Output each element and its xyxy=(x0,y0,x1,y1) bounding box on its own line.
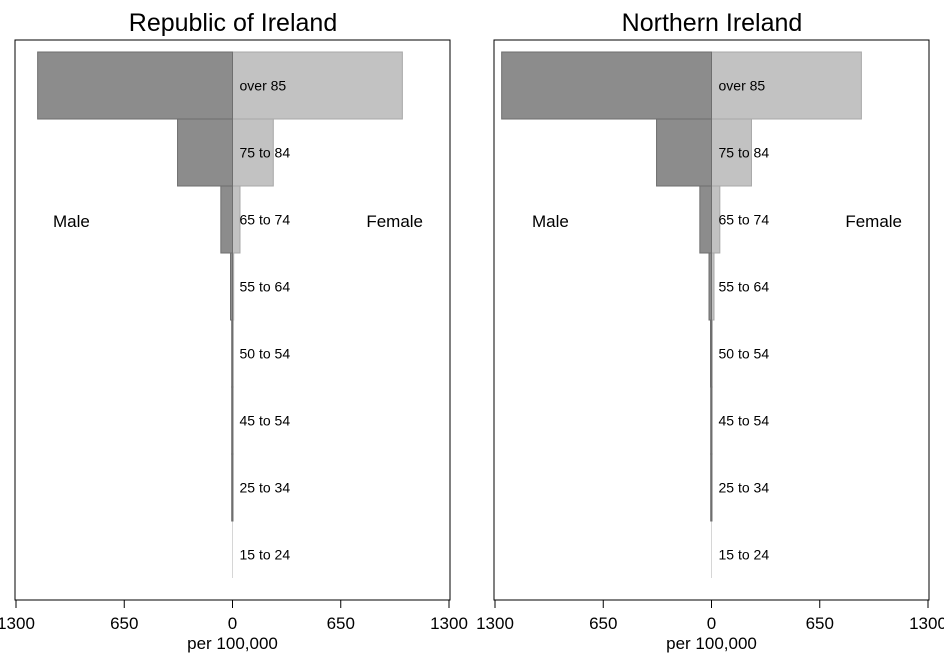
x-tick-label: 1300 xyxy=(476,614,514,633)
x-tick-label: 0 xyxy=(707,614,716,633)
category-label: 45 to 54 xyxy=(240,413,291,429)
x-tick-label: 1300 xyxy=(0,614,35,633)
category-label: 50 to 54 xyxy=(240,346,291,362)
female-label: Female xyxy=(366,212,423,231)
bar-male-4 xyxy=(230,252,234,321)
category-label: 50 to 54 xyxy=(719,346,770,362)
bar-male-1 xyxy=(37,51,234,120)
category-label: 75 to 84 xyxy=(719,145,770,161)
bar-male-6 xyxy=(231,386,233,455)
chart-panel-1: Republic of Ireland over 85 75 to 84 65 to … xyxy=(0,9,468,653)
bar-female-1 xyxy=(232,51,403,120)
x-tick-label: 650 xyxy=(589,614,617,633)
bar-male-3 xyxy=(699,185,712,254)
bar-male-2 xyxy=(177,118,234,187)
bar-female-2 xyxy=(232,118,274,187)
category-label: over 85 xyxy=(719,78,766,94)
x-tick-label: 0 xyxy=(228,614,237,633)
bar-female-1 xyxy=(711,51,862,120)
bar-male-1 xyxy=(501,51,712,120)
x-axis-title: per 100,000 xyxy=(187,634,278,653)
bar-male-3 xyxy=(220,185,233,254)
male-label: Male xyxy=(53,212,90,231)
category-label: 45 to 54 xyxy=(719,413,770,429)
category-label: 55 to 64 xyxy=(240,279,291,295)
bar-male-6 xyxy=(710,386,713,455)
category-label: 65 to 74 xyxy=(719,212,770,228)
chart-title: Republic of Ireland xyxy=(129,9,337,37)
bar-female-2 xyxy=(711,118,752,187)
bar-male-7 xyxy=(710,453,713,522)
category-label: 25 to 34 xyxy=(240,480,291,496)
male-label: Male xyxy=(532,212,569,231)
x-tick-label: 1300 xyxy=(909,614,944,633)
category-label: 25 to 34 xyxy=(719,480,770,496)
category-label: 15 to 24 xyxy=(719,547,770,563)
category-label: 75 to 84 xyxy=(240,145,291,161)
x-tick-label: 650 xyxy=(806,614,834,633)
category-label: 55 to 64 xyxy=(719,279,770,295)
bar-male-7 xyxy=(231,453,233,522)
chart-title: Northern Ireland xyxy=(622,9,803,37)
x-tick-label: 1300 xyxy=(430,614,468,633)
bar-male-4 xyxy=(708,252,713,321)
category-label: 15 to 24 xyxy=(240,547,291,563)
female-label: Female xyxy=(845,212,902,231)
category-label: 65 to 74 xyxy=(240,212,291,228)
x-tick-label: 650 xyxy=(327,614,355,633)
x-tick-label: 650 xyxy=(110,614,138,633)
category-label: over 85 xyxy=(240,78,287,94)
x-axis-title: per 100,000 xyxy=(666,634,757,653)
bar-male-2 xyxy=(656,118,712,187)
bar-male-5 xyxy=(710,319,713,388)
bar-male-5 xyxy=(231,319,233,388)
chart-panel-2: Northern Ireland over 85 75 to 84 65 to 74 5… xyxy=(476,9,944,653)
